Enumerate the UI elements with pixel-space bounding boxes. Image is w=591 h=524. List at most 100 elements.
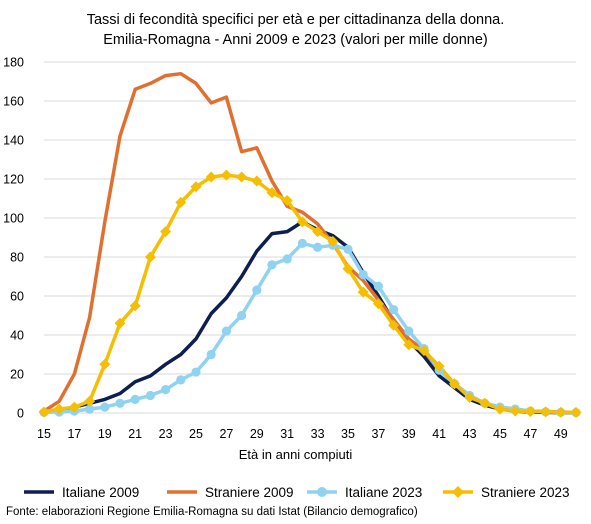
x-tick-label: 43 xyxy=(463,427,477,441)
x-tick-label: 49 xyxy=(554,427,568,441)
data-point-straniere-2023 xyxy=(464,391,476,403)
x-tick-label: 47 xyxy=(523,427,537,441)
y-tick-label: 100 xyxy=(3,212,24,226)
data-point-straniere-2023 xyxy=(372,298,384,310)
data-point-straniere-2023 xyxy=(99,358,111,370)
data-point-straniere-2023 xyxy=(524,405,536,417)
y-axis-ticks: 0 20 40 60 80 100 120 140 160 180 xyxy=(3,56,24,421)
data-point-straniere-2023 xyxy=(555,406,567,418)
data-point-italiane-2023 xyxy=(115,398,125,408)
data-point-italiane-2023 xyxy=(161,385,171,395)
legend-label-italiane-2023: Italiane 2023 xyxy=(345,484,423,500)
data-point-straniere-2023 xyxy=(540,406,552,418)
y-tick-label: 120 xyxy=(3,173,24,187)
data-point-straniere-2023 xyxy=(296,216,308,228)
series-line-italiane-2023 xyxy=(42,241,578,415)
legend-label-straniere-2009: Straniere 2009 xyxy=(205,484,294,500)
data-point-straniere-2023 xyxy=(114,317,126,329)
x-tick-label: 15 xyxy=(37,427,51,441)
data-point-straniere-2023 xyxy=(357,286,369,298)
legend-label-italiane-2009: Italiane 2009 xyxy=(62,484,140,500)
data-point-straniere-2023 xyxy=(236,171,248,183)
data-point-italiane-2023 xyxy=(191,367,201,377)
data-point-straniere-2023 xyxy=(509,405,521,417)
legend-swatch-straniere-2023 xyxy=(443,486,473,498)
data-point-straniere-2023 xyxy=(342,263,354,275)
y-tick-label: 40 xyxy=(10,329,24,343)
y-tick-label: 20 xyxy=(10,368,24,382)
data-point-straniere-2023 xyxy=(266,187,278,199)
data-point-italiane-2023 xyxy=(343,244,353,254)
legend-swatch-italiane-2023 xyxy=(307,487,337,497)
data-point-italiane-2023 xyxy=(282,254,292,264)
data-point-italiane-2023 xyxy=(389,305,399,315)
data-point-italiane-2023 xyxy=(237,310,247,321)
data-point-straniere-2023 xyxy=(494,403,506,415)
data-point-straniere-2023 xyxy=(327,235,339,247)
data-point-italiane-2023 xyxy=(313,242,323,252)
legend-item-straniere-2023: Straniere 2023 xyxy=(441,482,570,502)
data-point-italiane-2023 xyxy=(267,260,277,270)
data-point-straniere-2023 xyxy=(418,345,430,357)
x-tick-label: 33 xyxy=(311,427,325,441)
x-tick-label: 17 xyxy=(67,427,81,441)
x-tick-label: 37 xyxy=(371,427,385,441)
data-point-straniere-2023 xyxy=(129,300,141,312)
data-point-italiane-2023 xyxy=(297,238,307,248)
x-tick-label: 21 xyxy=(128,427,142,441)
series-lines xyxy=(42,71,578,415)
x-tick-label: 45 xyxy=(493,427,507,441)
data-point-italiane-2023 xyxy=(145,390,155,401)
data-point-straniere-2023 xyxy=(388,319,400,331)
data-point-straniere-2023 xyxy=(144,251,156,263)
x-tick-label: 41 xyxy=(432,427,446,441)
x-tick-label: 31 xyxy=(280,427,294,441)
data-point-italiane-2023 xyxy=(404,326,414,336)
data-point-straniere-2023 xyxy=(251,175,263,187)
data-point-straniere-2023 xyxy=(403,339,415,351)
data-point-straniere-2023 xyxy=(433,360,445,372)
data-point-straniere-2023 xyxy=(38,406,50,418)
data-point-straniere-2023 xyxy=(175,196,187,208)
gridlines xyxy=(44,61,576,414)
x-tick-label: 35 xyxy=(341,427,355,441)
series-line-straniere-2009 xyxy=(42,71,578,415)
legend: Italiane 2009 Straniere 2009 Italiane 20… xyxy=(0,482,591,504)
legend-item-straniere-2009: Straniere 2009 xyxy=(165,482,294,502)
y-tick-label: 140 xyxy=(3,134,24,148)
data-point-italiane-2023 xyxy=(373,281,383,291)
data-point-straniere-2023 xyxy=(448,378,460,390)
x-axis-label: Età in anni compiuti xyxy=(238,447,353,462)
x-tick-label: 23 xyxy=(159,427,173,441)
data-point-straniere-2023 xyxy=(53,403,65,415)
legend-item-italiane-2023: Italiane 2023 xyxy=(305,482,422,502)
data-point-straniere-2023 xyxy=(190,181,202,193)
x-tick-label: 19 xyxy=(98,427,112,441)
legend-swatch-straniere-2009 xyxy=(167,490,197,494)
chart-title: Tassi di fecondità specifici per età e p… xyxy=(0,10,591,50)
x-tick-label: 27 xyxy=(219,427,233,441)
x-tick-label: 25 xyxy=(189,427,203,441)
data-point-straniere-2023 xyxy=(160,226,172,238)
source-note: Fonte: elaborazioni Regione Emilia-Romag… xyxy=(6,506,418,518)
data-point-straniere-2023 xyxy=(68,401,80,413)
data-point-straniere-2023 xyxy=(479,397,491,409)
chart-title-line-1: Tassi di fecondità specifici per età e p… xyxy=(86,12,505,28)
data-point-straniere-2023 xyxy=(220,169,232,181)
data-point-italiane-2023 xyxy=(358,269,368,280)
y-tick-label: 80 xyxy=(10,251,24,265)
x-tick-label: 39 xyxy=(402,427,416,441)
y-tick-label: 160 xyxy=(3,95,24,109)
y-tick-label: 60 xyxy=(10,290,24,304)
data-point-straniere-2023 xyxy=(281,194,293,206)
series-markers xyxy=(38,169,582,418)
data-point-italiane-2023 xyxy=(85,404,95,414)
data-point-straniere-2023 xyxy=(312,226,324,238)
data-point-straniere-2023 xyxy=(205,171,217,183)
data-point-italiane-2023 xyxy=(176,375,186,385)
x-axis-ticks: 15 17 19 21 23 25 27 29 31 33 35 37 39 41 43 45 47 49 xyxy=(37,427,568,441)
data-point-italiane-2023 xyxy=(130,394,140,404)
x-tick-label: 29 xyxy=(250,427,264,441)
